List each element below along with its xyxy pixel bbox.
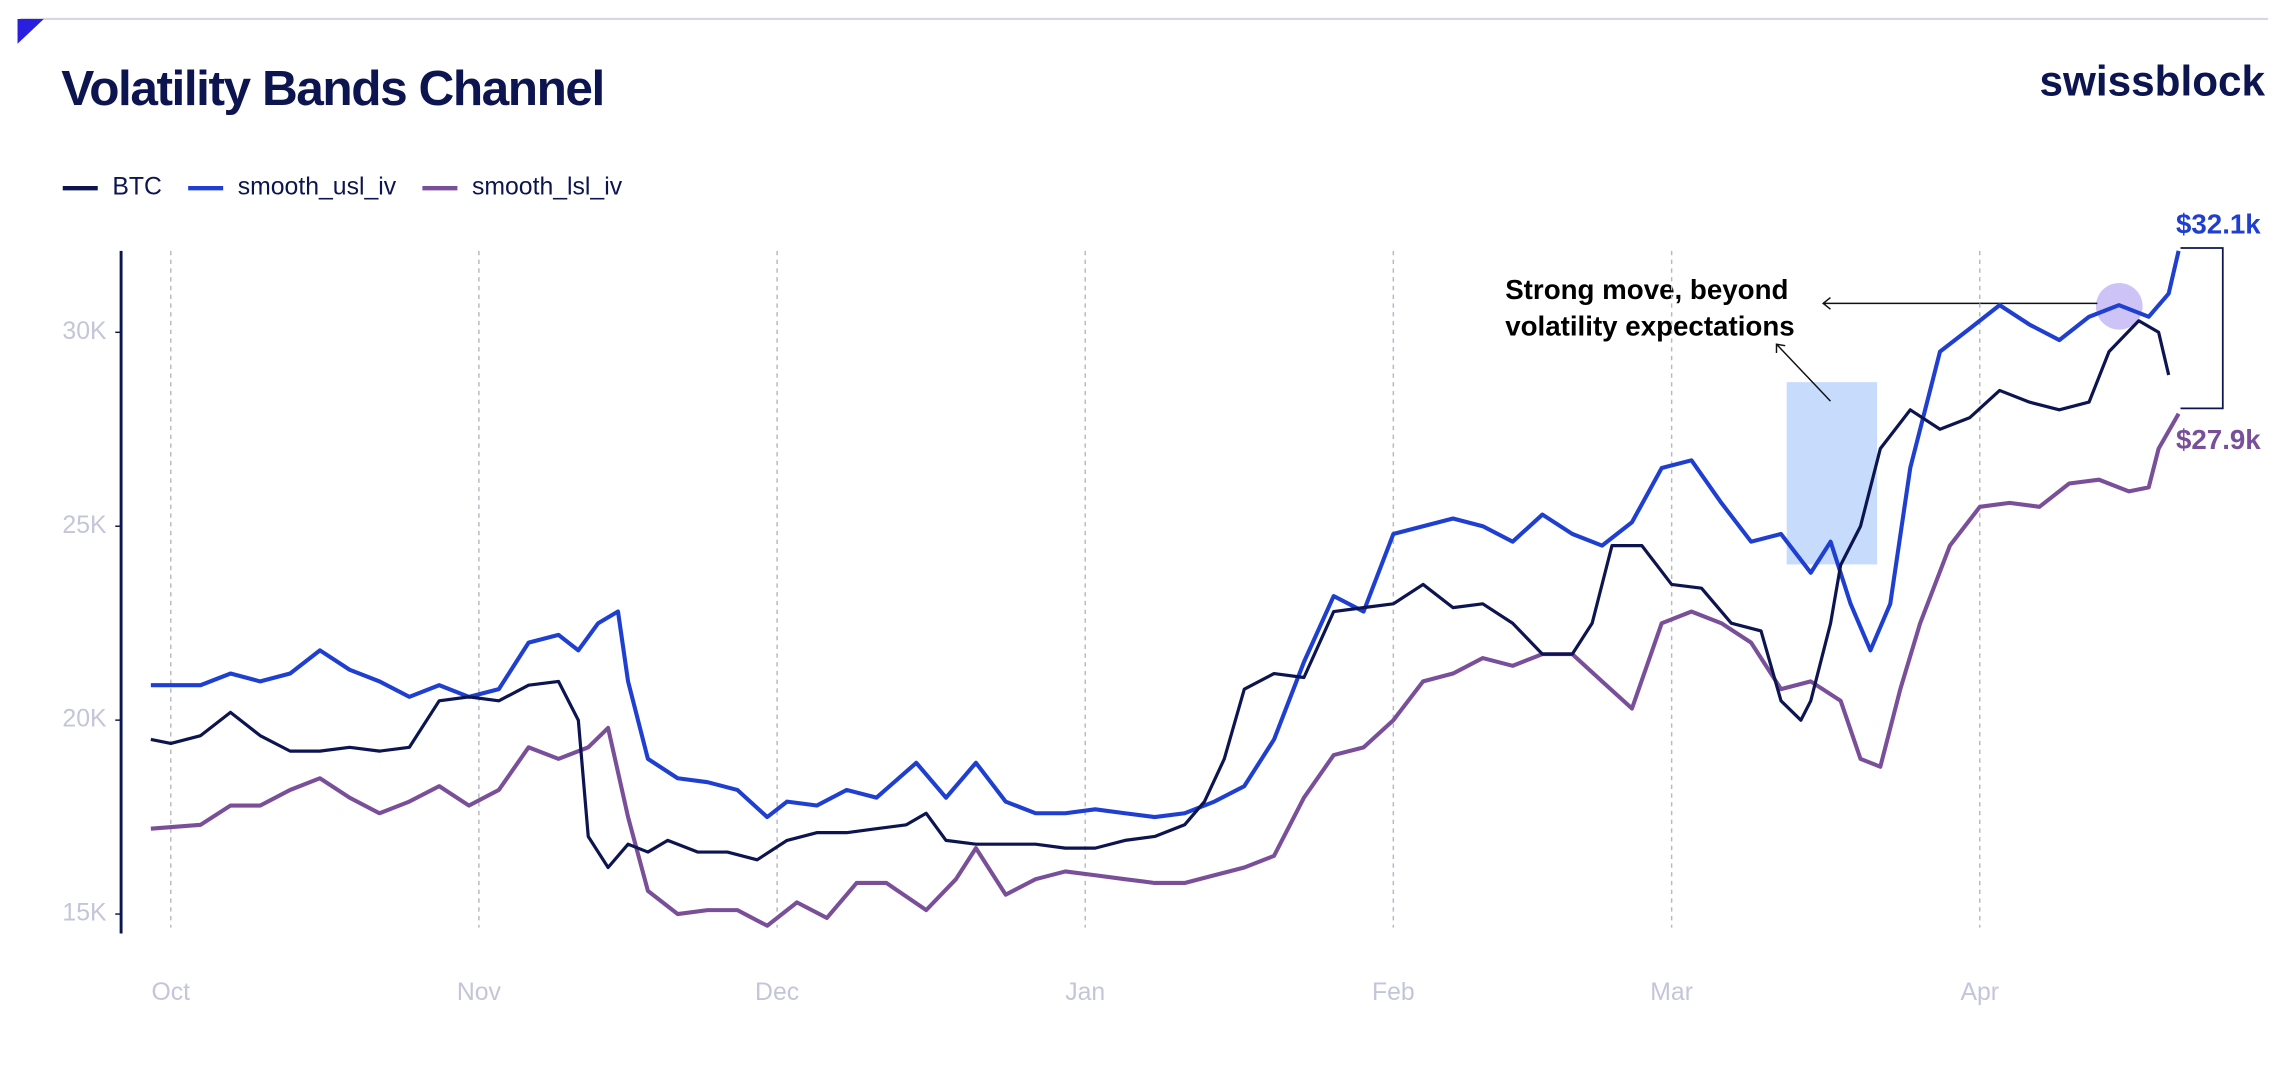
annotation-arrow [1821,296,2098,310]
y-tick-label: 15K [62,900,107,927]
highlight-box [1786,382,1878,565]
y-tick-label: 25K [62,512,107,539]
y-tick-label: 30K [62,318,107,345]
range-bracket [2180,247,2224,410]
x-tick-label: Apr [1960,979,1999,1006]
brand-logo: swissblock [2039,58,2265,105]
legend-label: BTC [112,174,162,201]
legend-label: smooth_lsl_iv [472,174,623,201]
x-tick-label: Oct [152,979,191,1006]
legend-label: smooth_usl_iv [238,174,397,201]
x-tick-label: Mar [1650,979,1693,1006]
end-value-label: $32.1k [2176,208,2261,239]
annotation-arrow [1775,343,1831,402]
annotation-text: volatility expectations [1505,310,1794,341]
y-tick-label: 20K [62,706,107,733]
x-tick-label: Jan [1065,979,1105,1006]
series-line [150,412,2181,928]
series-line [150,319,2171,870]
end-value-label: $27.9k [2176,424,2261,455]
corner-mark [17,18,44,44]
x-tick-label: Dec [755,979,799,1006]
chart-title: Volatility Bands Channel [61,60,604,116]
series-line [150,250,2181,820]
x-tick-label: Nov [457,979,502,1006]
annotation-text: Strong move, beyond [1505,274,1788,305]
x-tick-label: Feb [1372,979,1415,1006]
